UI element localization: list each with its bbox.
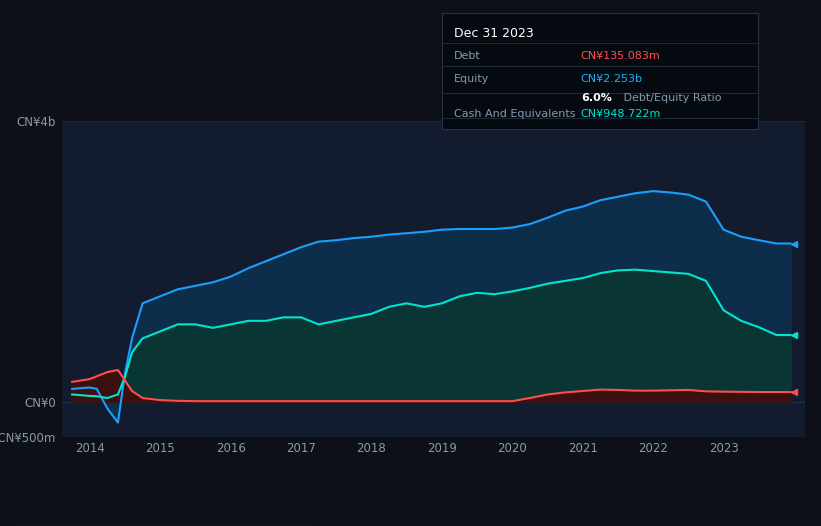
- Text: 6.0%: 6.0%: [580, 93, 612, 103]
- Text: Cash And Equivalents: Cash And Equivalents: [454, 109, 576, 119]
- Text: Debt: Debt: [454, 51, 481, 61]
- Text: Equity: Equity: [454, 74, 489, 84]
- Text: CN¥948.722m: CN¥948.722m: [580, 109, 661, 119]
- Text: Debt/Equity Ratio: Debt/Equity Ratio: [621, 93, 722, 103]
- Text: Dec 31 2023: Dec 31 2023: [454, 27, 534, 40]
- Text: CN¥2.253b: CN¥2.253b: [580, 74, 643, 84]
- Text: CN¥135.083m: CN¥135.083m: [580, 51, 661, 61]
